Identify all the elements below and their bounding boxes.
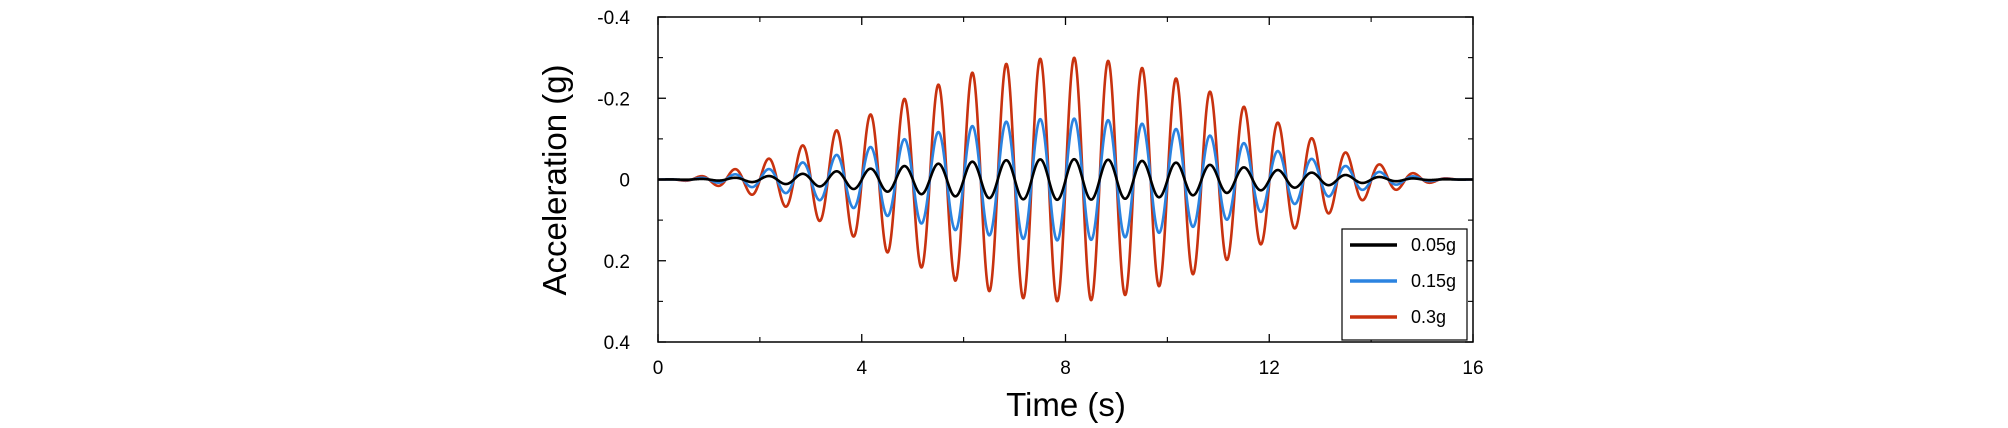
y-axis-title: Acceleration (g): [536, 64, 573, 295]
y-tick-label: -0.4: [597, 8, 630, 29]
series-line-0.05g: [658, 157, 1473, 202]
series-layer: [658, 56, 1473, 303]
legend-box: [1341, 228, 1468, 341]
legend-label-0: 0.05g: [1411, 235, 1456, 255]
x-axis-title: Time (s): [1006, 386, 1126, 423]
x-tick-label: 4: [856, 358, 867, 379]
y-tick-label: -0.2: [597, 89, 630, 110]
y-tick-label: 0.4: [604, 333, 631, 354]
x-tick-label: 8: [1060, 358, 1071, 379]
y-tick-label: 0: [619, 171, 630, 192]
legend-label-2: 0.3g: [1411, 307, 1446, 327]
legend: 0.05g 0.15g 0.3g: [1341, 228, 1468, 341]
x-tick-label: 16: [1462, 358, 1483, 379]
legend-label-1: 0.15g: [1411, 271, 1456, 291]
y-tick-label: 0.2: [604, 252, 630, 273]
x-tick-label: 0: [653, 358, 664, 379]
ticks-layer: 0 4 8 12 16 -0.4 -0.2 0 0.2 0.4: [597, 8, 1483, 379]
x-tick-label: 12: [1259, 358, 1280, 379]
